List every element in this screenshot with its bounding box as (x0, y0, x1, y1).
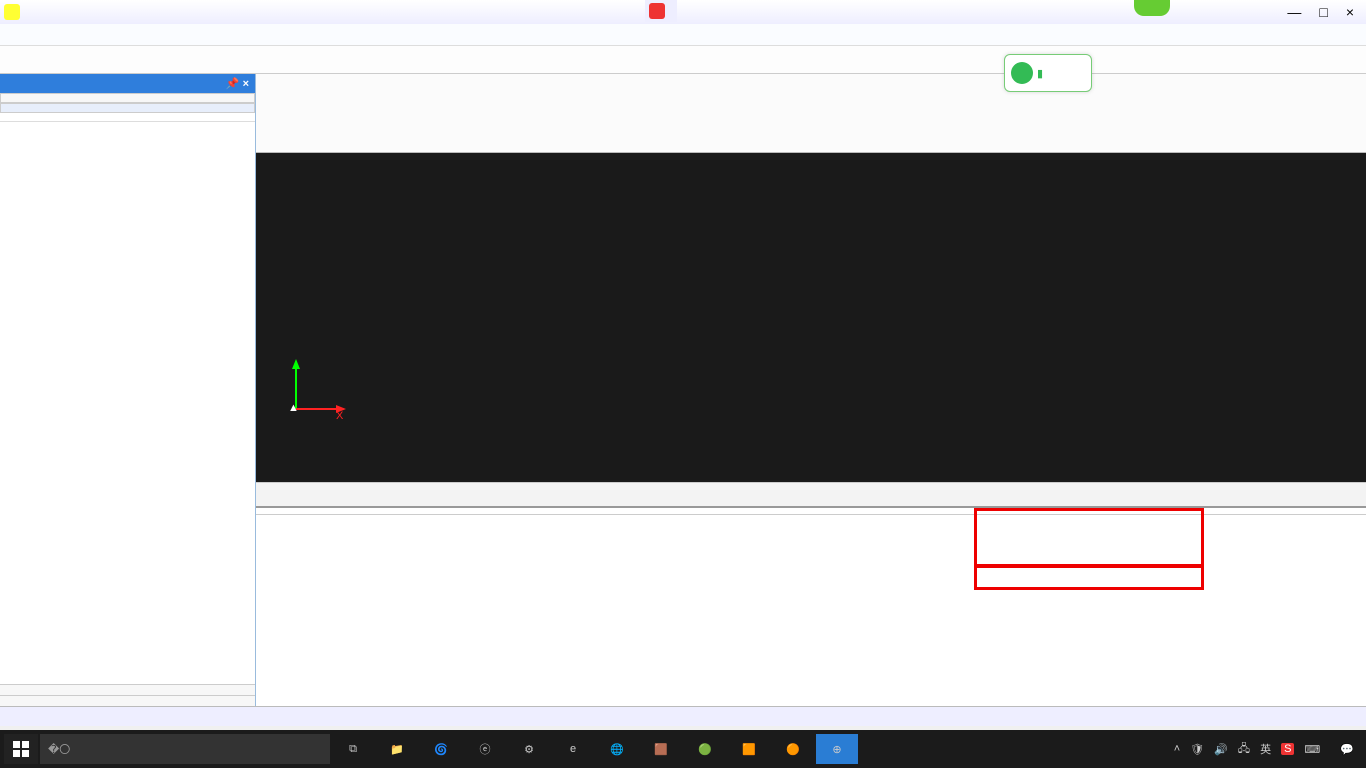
ime-s-icon (649, 3, 665, 19)
sidebar-tab-project[interactable] (0, 93, 255, 103)
tb-app-4[interactable]: ⚙ (508, 734, 550, 764)
tray-net-icon[interactable]: 🖧 (1238, 740, 1250, 759)
svg-text:▲: ▲ (288, 402, 299, 414)
tray-notif-icon[interactable]: 💬 (1340, 743, 1354, 756)
tb-app-11[interactable]: ⊕ (816, 734, 858, 764)
tb-app-3: ⓔ (464, 734, 506, 764)
sidebar-single-input[interactable] (0, 684, 255, 695)
tray-up-icon[interactable]: ˄ (1174, 743, 1180, 755)
sidebar-pin-icon[interactable]: 📌 × (226, 77, 249, 90)
maximize-button[interactable]: □ (1319, 4, 1327, 20)
tb-app-1[interactable]: 📁 (376, 734, 418, 764)
highlight-box-1 (974, 508, 1204, 568)
tray-sogou-icon[interactable]: S (1281, 743, 1294, 755)
task-view-icon[interactable]: ⧉ (332, 734, 374, 764)
tray-vol-icon[interactable]: 🔊 (1214, 743, 1228, 756)
tb-app-7[interactable]: 🟫 (640, 734, 682, 764)
sidebar-tab-draw[interactable] (0, 103, 255, 113)
tb-app-9[interactable]: 🟧 (728, 734, 770, 764)
tb-app-6[interactable]: 🌐 (596, 734, 638, 764)
sidebar-report[interactable] (0, 695, 255, 706)
tb-app-2[interactable]: 🌀 (420, 734, 462, 764)
coord-system-icon: ▲X (286, 359, 346, 422)
tb-app-8[interactable]: 🟢 (684, 734, 726, 764)
network-widget: ▮ (1004, 54, 1092, 92)
start-button[interactable] (4, 734, 38, 764)
highlight-box-2 (974, 564, 1204, 590)
ime-bar[interactable] (645, 0, 677, 22)
app-icon (4, 4, 20, 20)
wifi-icon (1011, 62, 1033, 84)
drawing-canvas[interactable]: ▲X (256, 153, 1366, 482)
sidebar-tool-add[interactable] (0, 113, 255, 122)
taskbar-search[interactable]: �〇 (40, 734, 330, 764)
svg-text:X: X (336, 410, 344, 419)
tray-kb-icon[interactable]: ⌨ (1304, 743, 1320, 756)
close-button[interactable]: × (1346, 4, 1354, 20)
tray-shield-icon[interactable]: 🛡 (1190, 743, 1204, 756)
tray-ime[interactable]: 英 (1260, 741, 1271, 757)
score-badge (1134, 0, 1170, 16)
tb-app-10[interactable]: 🟠 (772, 734, 814, 764)
tb-app-5[interactable]: e (552, 734, 594, 764)
minimize-button[interactable]: — (1287, 4, 1301, 20)
